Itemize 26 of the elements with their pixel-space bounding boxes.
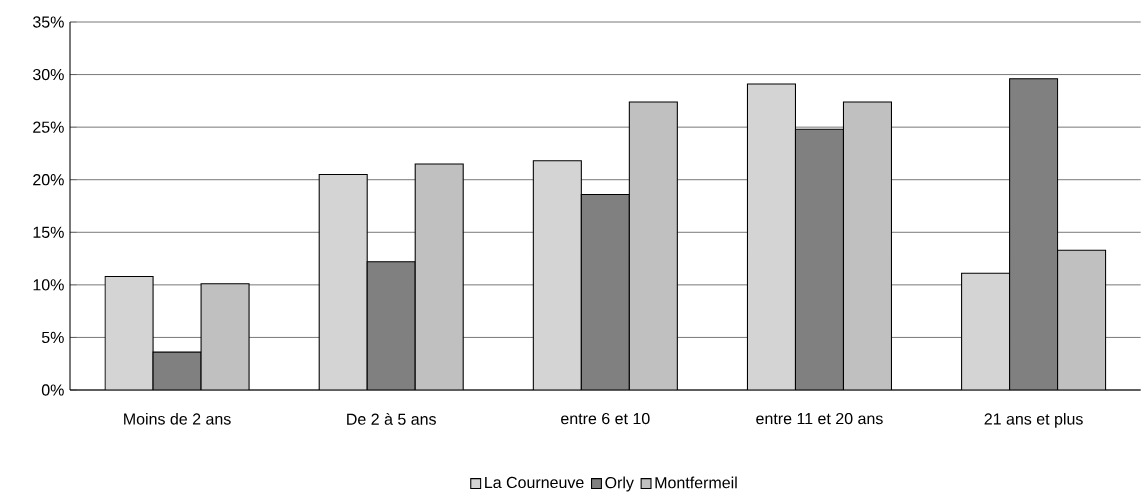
legend-label: Montfermeil: [655, 476, 737, 489]
x-tick-label: Moins de 2 ans: [124, 412, 231, 425]
bar: [581, 194, 630, 390]
bar: [1009, 78, 1059, 390]
x-tick-label: 21 ans et plus: [984, 412, 1083, 428]
bar: [153, 352, 202, 390]
y-tick-label: 5%: [41, 331, 64, 344]
bar: [629, 101, 678, 390]
bar: [843, 101, 892, 390]
y-tick-label: 30%: [32, 68, 64, 81]
y-tick-label: 25%: [33, 121, 64, 133]
y-tick-label: 20%: [33, 174, 64, 186]
legend-label: Orly: [605, 476, 634, 492]
bar: [795, 129, 844, 390]
x-tick-label: entre 6 et 10: [561, 412, 650, 425]
x-tick-label: entre 11 et 20 ans: [756, 412, 883, 425]
bar: [1057, 249, 1107, 390]
x-tick-label: De 2 à 5 ans: [347, 412, 436, 425]
y-tick-label: 15%: [33, 226, 64, 238]
bar: [201, 283, 250, 390]
y-tick-label: 10%: [33, 279, 64, 291]
bar: [367, 261, 416, 390]
legend-label: La Courneuve: [485, 476, 584, 489]
y-tick-label: 0%: [41, 384, 64, 396]
bar: [415, 163, 464, 390]
y-tick-label: 35%: [32, 16, 64, 28]
